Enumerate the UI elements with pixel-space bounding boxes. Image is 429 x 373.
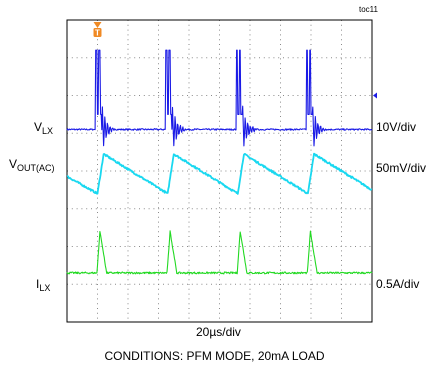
- waveform-traces: [66, 49, 373, 275]
- timebase-label: 20µs/div: [196, 325, 241, 339]
- figure-label: toc11: [359, 5, 378, 14]
- plot-grid: [67, 20, 372, 322]
- channel-2-waveform: [66, 152, 373, 195]
- channel-3-name: I: [36, 277, 40, 291]
- plot-frame: [66, 19, 373, 323]
- channel-1-scale: 10V/div: [376, 120, 417, 134]
- channel-3-scale: 0.5A/div: [376, 277, 420, 291]
- channel-3-subscript: LX: [39, 283, 51, 293]
- channel-2-label: VOUT(AC): [9, 157, 55, 173]
- trigger-letter: T: [95, 29, 100, 38]
- channel-1-name: V: [34, 120, 43, 134]
- test-conditions-caption: CONDITIONS: PFM MODE, 20mA LOAD: [104, 349, 325, 363]
- channel-1-waveform: [66, 49, 373, 147]
- channel-markers: T: [93, 22, 377, 99]
- trigger-arrow: [93, 22, 102, 28]
- channel-1-label: VLX: [34, 120, 54, 136]
- channel-3-waveform: [66, 230, 373, 275]
- trigger-badge: [93, 28, 102, 37]
- channel-2-scale: 50mV/div: [376, 161, 427, 175]
- channel-3-label: ILX: [36, 277, 51, 293]
- channel-2-subscript: OUT(AC): [17, 163, 55, 173]
- trigger-marker-icon: T: [93, 22, 102, 38]
- channel-1-level-marker-icon: [373, 92, 377, 99]
- channel-2-name: V: [9, 157, 18, 171]
- channel-1-subscript: LX: [42, 126, 54, 136]
